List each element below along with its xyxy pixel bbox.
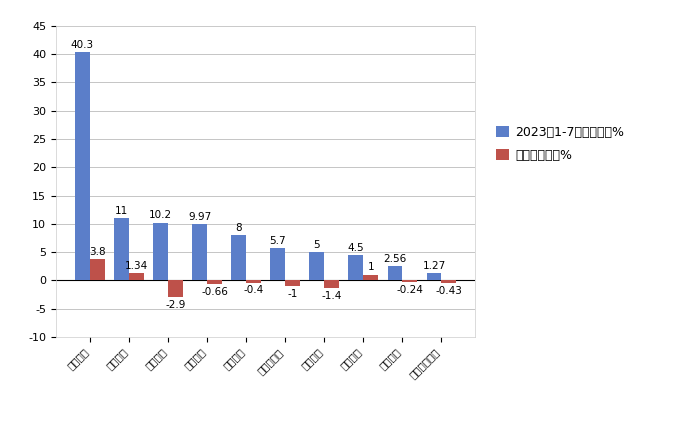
Bar [129,273,144,280]
Bar [90,259,105,280]
Text: 4.5: 4.5 [347,243,364,253]
Text: 10.2: 10.2 [149,210,172,220]
Text: 9.97: 9.97 [188,212,211,222]
Text: -1.4: -1.4 [322,291,342,301]
Text: -0.4: -0.4 [243,286,264,295]
Text: 2.56: 2.56 [383,254,407,264]
Bar [75,53,90,280]
Text: -1: -1 [287,289,298,299]
Text: -2.9: -2.9 [165,300,185,310]
Bar [387,266,403,280]
Text: 5: 5 [313,240,320,250]
Text: 40.3: 40.3 [71,40,94,50]
Text: 1.34: 1.34 [124,260,148,270]
Text: 1: 1 [368,263,374,273]
Bar [168,280,183,297]
Text: 8: 8 [236,223,242,233]
Bar [403,280,417,282]
Text: -0.43: -0.43 [435,286,462,295]
Text: 1.27: 1.27 [422,261,446,271]
Bar [348,255,363,280]
Bar [285,280,300,286]
Legend: 2023年1-7月市场份额%, 同比份额增减%: 2023年1-7月市场份额%, 同比份额增减% [490,119,630,168]
Bar [324,280,339,288]
Bar [310,252,324,280]
Bar [246,280,261,283]
Bar [192,224,207,280]
Text: -0.66: -0.66 [201,287,228,297]
Text: 3.8: 3.8 [89,247,106,257]
Text: -0.24: -0.24 [396,285,423,295]
Bar [231,235,246,280]
Text: 5.7: 5.7 [269,236,286,246]
Bar [153,223,168,280]
Bar [271,248,285,280]
Text: 11: 11 [115,206,128,216]
Bar [114,218,129,280]
Bar [441,280,456,283]
Bar [363,275,378,280]
Bar [426,273,441,280]
Bar [207,280,222,284]
